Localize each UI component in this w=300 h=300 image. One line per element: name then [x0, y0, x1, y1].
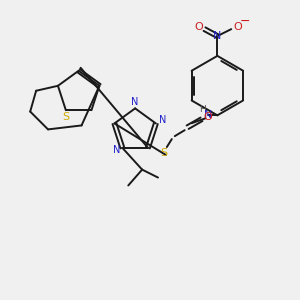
Text: N: N [213, 31, 222, 41]
Text: S: S [62, 112, 69, 122]
Text: −: − [240, 15, 250, 28]
Text: H: H [199, 105, 206, 114]
Text: N: N [131, 98, 139, 107]
Text: O: O [234, 22, 243, 32]
Text: N: N [159, 116, 166, 125]
Text: N: N [113, 145, 120, 155]
Text: S: S [160, 148, 167, 158]
Text: O: O [203, 112, 212, 122]
Text: O: O [194, 22, 203, 32]
Text: N: N [204, 110, 213, 120]
